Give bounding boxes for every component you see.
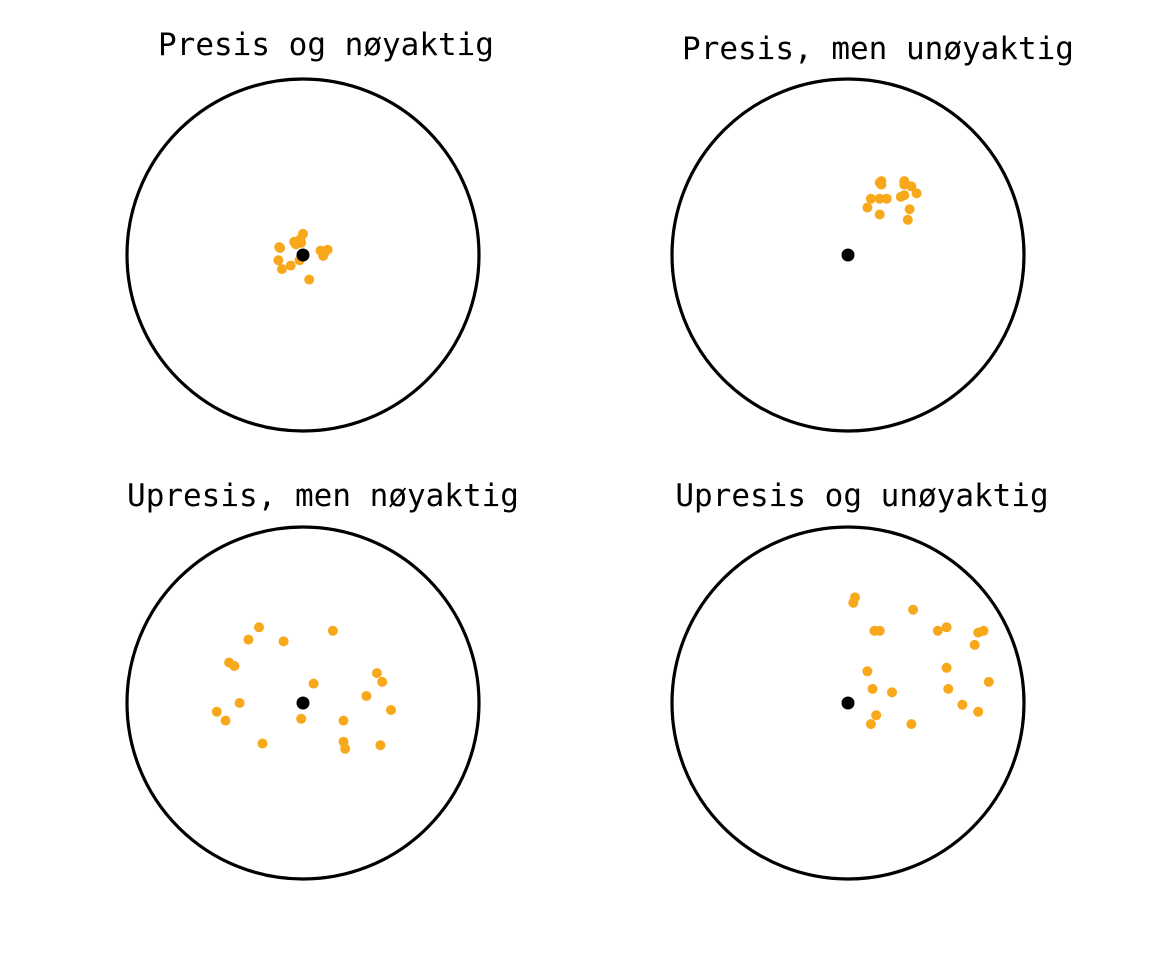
shot-dot	[377, 676, 388, 687]
target-panel-imprecise-accurate	[125, 525, 481, 881]
shot-dot	[911, 188, 922, 199]
panel-title-imprecise-accurate: Upresis, men nøyaktig	[127, 478, 519, 514]
bullseye-center	[841, 248, 855, 262]
shot-dot	[865, 193, 876, 204]
panel-title-precise-accurate: Presis og nøyaktig	[158, 27, 494, 63]
shot-dot	[327, 625, 338, 636]
bullseye-center	[296, 248, 310, 262]
shot-dot	[973, 627, 984, 638]
target-ring	[125, 525, 481, 881]
panel-title-precise-inaccurate: Presis, men unøyaktig	[682, 31, 1074, 67]
shot-dot	[865, 719, 876, 730]
shot-dot	[908, 604, 919, 615]
shot-dot	[874, 177, 885, 188]
shot-dot	[881, 193, 892, 204]
target-ring	[670, 525, 1026, 881]
shot-dot	[973, 706, 984, 717]
shot-dot	[211, 706, 222, 717]
shot-dot	[874, 625, 885, 636]
shot-dot	[941, 622, 952, 633]
shot-dot	[285, 260, 296, 271]
shot-dot	[874, 209, 885, 220]
shot-dot	[957, 699, 968, 710]
shot-dot	[386, 705, 396, 715]
shot-dot	[234, 698, 245, 708]
bullseye-center	[296, 696, 310, 710]
shot-dot	[220, 715, 231, 726]
target-ring	[125, 77, 481, 433]
shot-dot	[338, 715, 349, 726]
shot-dot	[276, 264, 287, 275]
shot-dot	[296, 713, 307, 724]
shot-dot	[308, 678, 319, 689]
target-panel-precise-inaccurate	[670, 77, 1026, 433]
shot-dot	[871, 710, 882, 721]
target-ring	[670, 77, 1026, 433]
shot-dot	[257, 738, 268, 749]
shot-dot	[361, 691, 372, 701]
shot-dot	[943, 683, 954, 694]
shot-dot	[902, 214, 913, 225]
shot-dot	[275, 243, 286, 253]
shot-dot	[229, 661, 240, 671]
shot-dot	[375, 740, 386, 751]
shot-dot	[932, 625, 943, 636]
shot-dot	[254, 622, 264, 633]
shot-dot	[319, 248, 330, 259]
shot-dot	[906, 719, 917, 730]
shot-dot	[904, 204, 915, 215]
bullseye-center	[841, 696, 855, 710]
shot-dot	[862, 666, 873, 677]
shot-dot	[273, 255, 284, 266]
shot-dot	[304, 274, 315, 285]
shot-dot	[887, 687, 897, 698]
target-panel-precise-accurate	[125, 77, 481, 433]
shot-dot	[296, 237, 307, 248]
shot-dot	[983, 676, 994, 687]
shot-dot	[874, 193, 885, 204]
shot-dot	[899, 190, 910, 201]
target-panel-imprecise-inaccurate	[670, 525, 1026, 881]
shot-dot	[906, 181, 917, 192]
shot-dot	[340, 743, 351, 754]
shot-dot	[941, 662, 952, 673]
shot-dot	[371, 668, 382, 679]
shot-dot	[862, 202, 873, 213]
panel-title-imprecise-inaccurate: Upresis og unøyaktig	[675, 478, 1049, 514]
shot-dot	[867, 683, 878, 694]
shot-dot	[848, 597, 859, 608]
shot-dot	[278, 636, 289, 647]
shot-dot	[243, 634, 254, 645]
shot-dot	[969, 639, 980, 650]
